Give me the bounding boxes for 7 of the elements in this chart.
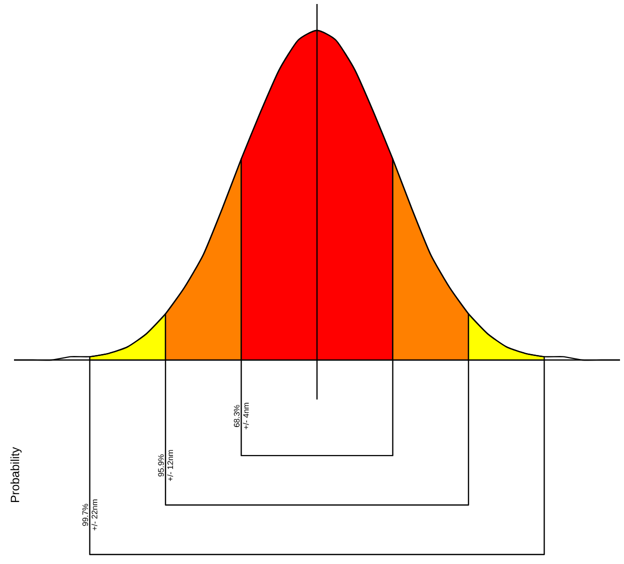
text: Probability bbox=[10, 447, 22, 502]
text: +/- 22nm bbox=[91, 500, 98, 530]
text: 68.3% bbox=[234, 404, 240, 427]
text: +/- 12nm bbox=[167, 450, 174, 481]
text: +/- 4nm bbox=[242, 402, 249, 430]
text: 95.9% bbox=[158, 454, 164, 476]
text: 99.7% bbox=[82, 504, 88, 526]
